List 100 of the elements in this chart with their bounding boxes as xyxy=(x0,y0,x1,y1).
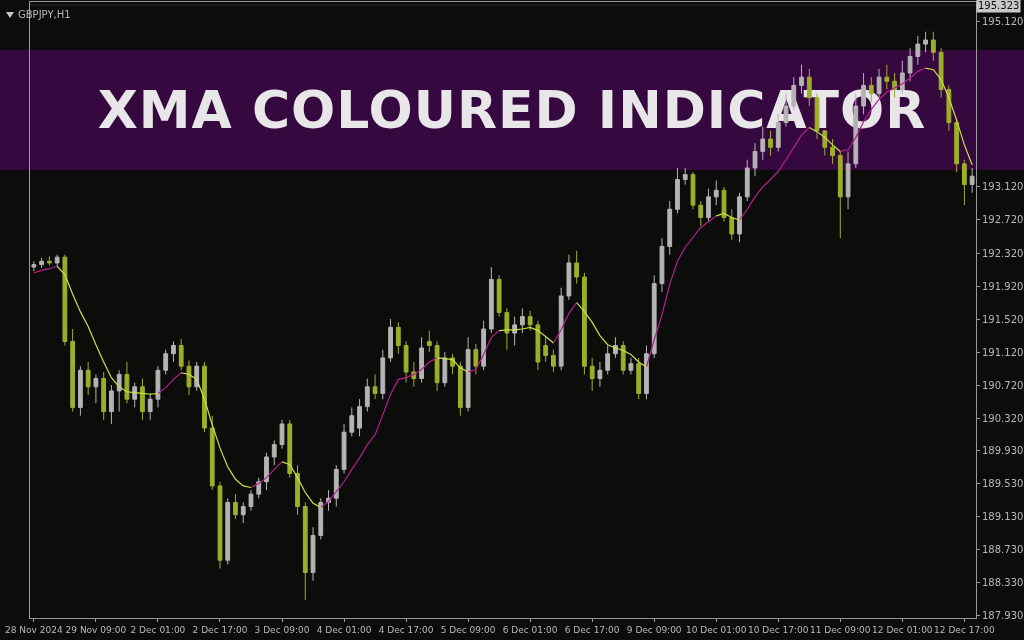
candlestick xyxy=(124,361,130,404)
candlestick xyxy=(171,340,176,363)
x-tick-label: 28 Nov 2024 xyxy=(5,624,63,635)
candlestick xyxy=(442,351,448,388)
candlestick xyxy=(403,340,409,384)
candlestick xyxy=(318,497,324,541)
candlestick xyxy=(597,361,603,388)
candlestick xyxy=(388,318,393,363)
candlestick xyxy=(744,159,750,202)
candlestick xyxy=(946,84,952,132)
x-tick-label: 3 Dec 09:00 xyxy=(254,624,310,635)
candlestick xyxy=(217,481,223,569)
candlestick xyxy=(566,254,572,301)
candlestick xyxy=(690,171,696,210)
candlestick xyxy=(109,384,114,425)
candlestick xyxy=(357,398,362,437)
candlestick xyxy=(605,345,611,375)
candlestick xyxy=(551,349,556,373)
candlestick xyxy=(364,378,370,413)
candlestick xyxy=(295,464,300,516)
candlestick xyxy=(85,361,91,396)
candlestick xyxy=(240,501,246,524)
candlestick xyxy=(969,167,975,194)
x-tick-label: 2 Dec 17:00 xyxy=(192,624,248,635)
candlestick xyxy=(706,188,711,223)
y-tick-label: 188.330 xyxy=(982,576,1024,588)
x-tick-label: 6 Dec 17:00 xyxy=(564,624,620,635)
candlestick xyxy=(961,159,967,206)
candlestick xyxy=(39,257,45,269)
candlestick xyxy=(233,493,238,520)
candlestick xyxy=(341,423,347,474)
candlestick xyxy=(465,336,471,413)
x-tick-label: 12 Dec 01:00 xyxy=(872,624,933,635)
x-tick-label: 29 Nov 09:00 xyxy=(65,624,127,635)
candlestick xyxy=(419,336,424,384)
candlestick xyxy=(582,272,587,375)
candlestick xyxy=(659,237,665,293)
candlestick xyxy=(62,254,68,347)
candlestick xyxy=(225,497,231,565)
candlestick xyxy=(644,345,649,400)
candlestick xyxy=(155,365,161,408)
candlestick xyxy=(915,35,921,66)
candlestick xyxy=(737,192,742,243)
candlestick xyxy=(938,47,944,99)
y-tick-label: 195.120 xyxy=(982,16,1024,28)
candlestick xyxy=(46,255,52,266)
candlestick xyxy=(93,373,99,404)
y-tick-label: 191.520 xyxy=(982,313,1024,325)
candlestick xyxy=(682,167,688,185)
x-tick-label: 11 Dec 09:00 xyxy=(810,624,871,635)
y-tick-label: 191.920 xyxy=(982,280,1024,292)
candlestick xyxy=(101,371,107,421)
candlestick xyxy=(698,200,704,227)
candlestick xyxy=(209,415,215,491)
candlestick xyxy=(504,307,510,351)
candlestick xyxy=(140,378,145,421)
candlestick xyxy=(116,369,122,413)
candlestick xyxy=(628,357,634,375)
candlestick xyxy=(651,274,657,359)
candlestick xyxy=(186,359,192,396)
candlestick xyxy=(512,316,518,347)
candlestick xyxy=(558,287,564,371)
ref-line-label: 195.323 xyxy=(978,0,1020,11)
candlestick xyxy=(907,47,913,82)
candlestick xyxy=(395,321,401,355)
candlestick xyxy=(372,373,378,400)
candlestick xyxy=(589,357,595,392)
y-tick-label: 190.320 xyxy=(982,412,1024,424)
y-tick-label: 192.320 xyxy=(982,247,1024,259)
candlestick xyxy=(256,477,262,499)
y-tick-label: 189.530 xyxy=(982,477,1024,489)
y-tick-label: 191.120 xyxy=(982,346,1024,358)
candlestick xyxy=(248,489,254,512)
candlestick xyxy=(496,274,502,318)
candlestick xyxy=(457,361,463,417)
candlestick xyxy=(543,336,549,363)
y-tick-label: 193.120 xyxy=(982,181,1024,193)
candlestick xyxy=(349,406,355,437)
candlestick xyxy=(923,31,928,53)
candlestick xyxy=(287,419,293,479)
candlestick xyxy=(713,179,719,206)
candlestick xyxy=(54,254,60,267)
x-tick-label: 10 Dec 01:00 xyxy=(685,624,747,635)
candlestick xyxy=(426,330,432,353)
x-tick-label: 6 Dec 01:00 xyxy=(502,624,558,635)
candlestick xyxy=(163,349,169,375)
candlestick xyxy=(310,526,316,582)
candlestick xyxy=(830,138,835,165)
candlestick xyxy=(519,307,525,334)
candlestick xyxy=(574,250,580,285)
candlestick xyxy=(302,501,308,601)
candlestick xyxy=(380,349,386,400)
candlestick xyxy=(178,338,184,371)
candlestick xyxy=(78,365,83,417)
y-tick-label: 187.930 xyxy=(982,610,1024,622)
candlestick xyxy=(721,186,727,223)
y-tick-label: 189.130 xyxy=(982,510,1024,522)
x-tick-label: 4 Dec 01:00 xyxy=(316,624,372,635)
candlestick xyxy=(31,260,37,272)
candlestick xyxy=(279,419,285,450)
